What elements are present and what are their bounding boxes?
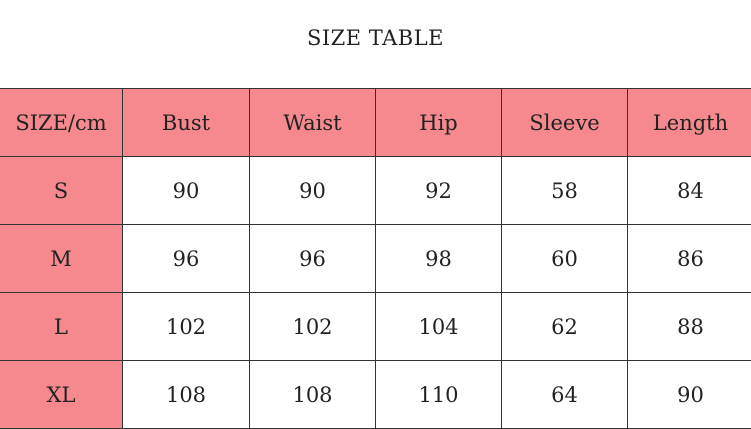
table-title: SIZE TABLE <box>0 26 751 50</box>
measurement-cell: 84 <box>628 157 751 225</box>
size-label: L <box>0 293 123 361</box>
size-label: M <box>0 225 123 293</box>
measurement-cell: 86 <box>628 225 751 293</box>
size-label: XL <box>0 361 123 429</box>
measurement-cell: 102 <box>250 293 376 361</box>
measurement-cell: 60 <box>502 225 628 293</box>
measurement-cell: 104 <box>376 293 502 361</box>
measurement-cell: 108 <box>123 361 250 429</box>
measurement-cell: 110 <box>376 361 502 429</box>
column-header: Sleeve <box>502 89 628 157</box>
measurement-cell: 62 <box>502 293 628 361</box>
measurement-cell: 90 <box>123 157 250 225</box>
column-header: Length <box>628 89 751 157</box>
measurement-cell: 108 <box>250 361 376 429</box>
measurement-cell: 98 <box>376 225 502 293</box>
measurement-cell: 90 <box>628 361 751 429</box>
measurement-cell: 90 <box>250 157 376 225</box>
measurement-cell: 96 <box>250 225 376 293</box>
column-header: Hip <box>376 89 502 157</box>
measurement-cell: 88 <box>628 293 751 361</box>
column-header: Waist <box>250 89 376 157</box>
measurement-cell: 64 <box>502 361 628 429</box>
measurement-cell: 102 <box>123 293 250 361</box>
size-label: S <box>0 157 123 225</box>
column-header: SIZE/cm <box>0 89 123 157</box>
measurement-cell: 58 <box>502 157 628 225</box>
measurement-cell: 92 <box>376 157 502 225</box>
column-header: Bust <box>123 89 250 157</box>
measurement-cell: 96 <box>123 225 250 293</box>
